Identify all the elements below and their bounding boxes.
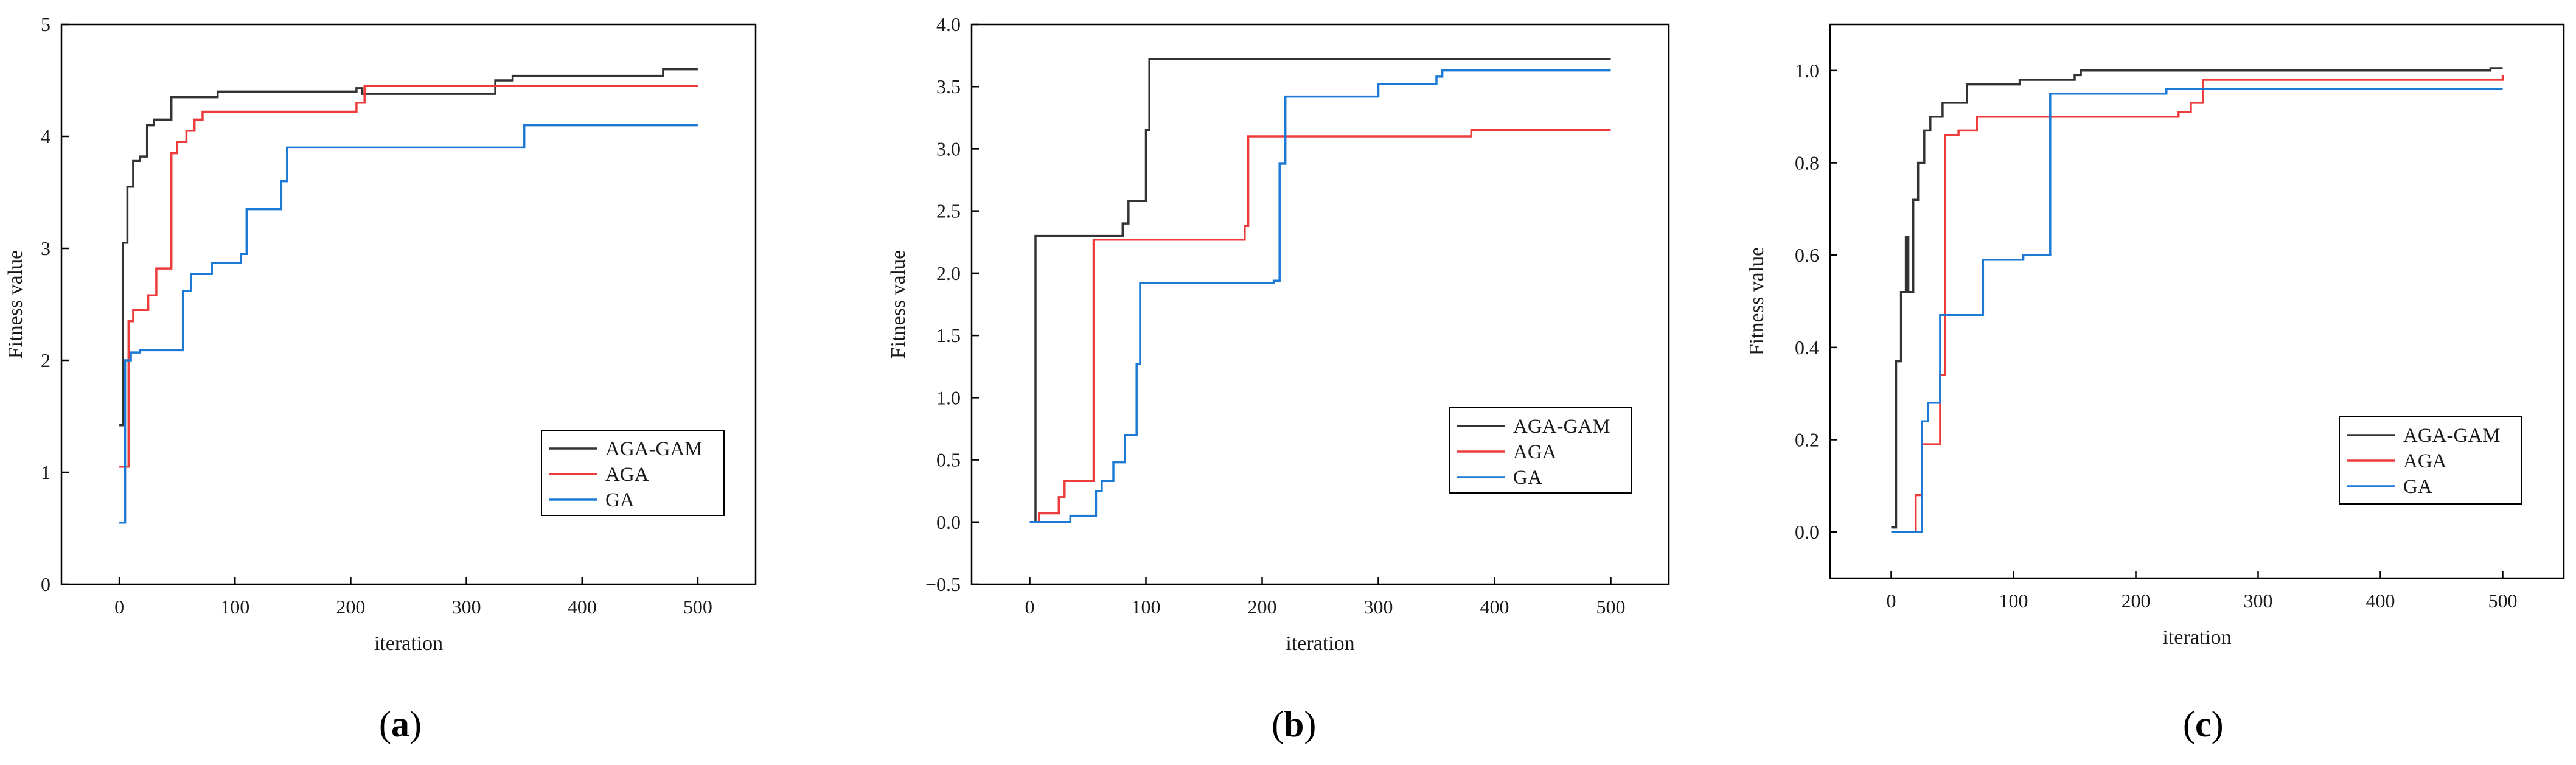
y-tick-label: 3: [41, 237, 50, 259]
chart-panel-b: 0 100 200 300 400 500 −0.5 0.0 0.5 1.0 1.5 2.0 2.5 3.…: [887, 13, 1670, 744]
y-tick-label: 2.0: [936, 262, 961, 284]
y-tick-label: 3.0: [936, 138, 961, 159]
y-tick-label: 1.0: [936, 386, 961, 408]
y-tick-label: 0.8: [1795, 152, 1819, 174]
x-tick-label: 100: [1132, 596, 1161, 618]
x-tick-label: 100: [220, 596, 249, 618]
legend: AGA-GAM AGA GA: [2339, 416, 2522, 505]
plot-frame: [970, 23, 1670, 585]
panel-label-paren: ): [1304, 704, 1316, 744]
x-tick-label: 300: [452, 596, 481, 618]
y-tick-label: 0.0: [936, 511, 961, 533]
panel-label-paren: (: [379, 704, 391, 744]
y-tick-label: 0.0: [1795, 521, 1819, 543]
x-tick-label: 300: [1364, 596, 1393, 618]
x-tick-label: 200: [2122, 590, 2151, 612]
series-line-ga: [119, 124, 698, 524]
y-tick-label: 0.4: [1795, 337, 1819, 358]
y-tick-label: −0.5: [925, 573, 961, 595]
y-tick-label: 1.0: [1795, 60, 1819, 82]
series-line-ga: [1029, 69, 1611, 523]
y-tick-label: 0.6: [1795, 244, 1819, 266]
y-tick-label: 5: [41, 13, 50, 35]
x-tick-label: 0: [1025, 596, 1035, 618]
panel-label-letter: c: [2195, 704, 2212, 744]
panel-label-paren: ): [2212, 704, 2224, 744]
legend-box: [1449, 407, 1632, 494]
x-tick-label: 0: [1887, 590, 1896, 612]
panel-label-paren: (: [2183, 704, 2195, 744]
y-tick-label: 2.5: [936, 200, 961, 222]
legend: AGA-GAM AGA GA: [1449, 407, 1632, 494]
panel-label: (b): [1272, 704, 1316, 744]
y-tick-label: 4.0: [936, 13, 961, 35]
panel-label-paren: (: [1272, 704, 1284, 744]
legend-label: GA: [1513, 467, 1542, 489]
y-tick-label: 4: [41, 125, 50, 147]
x-axis-title: iteration: [374, 632, 443, 655]
y-tick-label: 1.5: [936, 324, 961, 346]
plot-frame: [60, 23, 757, 585]
y-tick-label: 0.2: [1795, 429, 1819, 451]
y-axis-title: Fitness value: [4, 250, 27, 358]
legend-label: GA: [605, 489, 635, 511]
legend-label: AGA: [605, 464, 649, 486]
y-axis-title: Fitness value: [887, 250, 910, 358]
x-tick-label: 400: [2366, 590, 2395, 612]
series-line-aga: [1029, 129, 1611, 523]
x-tick-label: 300: [2244, 590, 2273, 612]
series-line-ga: [1891, 88, 2503, 533]
chart-panel-a: 0 100 200 300 400 500 0 1 2 3 4 5 iteration Fitness v…: [4, 13, 757, 744]
legend-label: AGA: [2403, 450, 2447, 472]
legend-label: AGA: [1513, 441, 1557, 463]
legend: AGA-GAM AGA GA: [541, 430, 725, 516]
chart-panel-c: 0 100 200 300 400 500 0.0 0.2 0.4 0.6 0.8 1.0 iterat…: [1746, 23, 2565, 744]
panel-label: (c): [2183, 704, 2224, 744]
y-tick-label: 0.5: [936, 449, 961, 471]
x-axis-title: iteration: [1286, 632, 1354, 655]
legend-label: GA: [2403, 476, 2432, 498]
y-tick-label: 0: [41, 573, 50, 595]
x-tick-label: 400: [1480, 596, 1509, 618]
series-line-aga-gam: [1029, 58, 1611, 523]
x-tick-label: 0: [114, 596, 124, 618]
legend-label: AGA-GAM: [2403, 425, 2501, 447]
series-line-aga: [119, 85, 698, 468]
series-line-aga-gam: [119, 68, 698, 427]
panel-label-letter: a: [391, 704, 409, 744]
plot-frame: [1829, 23, 2565, 579]
x-tick-label: 100: [1999, 590, 2028, 612]
panel-label: (a): [379, 704, 422, 744]
x-tick-label: 500: [2488, 590, 2518, 612]
y-tick-label: 3.5: [936, 75, 961, 97]
y-axis-title: Fitness value: [1746, 247, 1768, 355]
y-tick-label: 2: [41, 349, 50, 371]
panel-label-letter: b: [1284, 704, 1304, 744]
panel-label-paren: ): [409, 704, 422, 744]
series-line-aga-gam: [1891, 67, 2503, 529]
y-tick-label: 1: [41, 461, 50, 483]
x-tick-label: 400: [568, 596, 597, 618]
legend-label: AGA-GAM: [1513, 416, 1610, 438]
x-tick-label: 500: [1596, 596, 1626, 618]
legend-box: [541, 430, 725, 516]
x-tick-label: 200: [1248, 596, 1277, 618]
x-axis-title: iteration: [2162, 626, 2231, 649]
legend-label: AGA-GAM: [605, 438, 703, 460]
x-tick-label: 200: [336, 596, 365, 618]
x-tick-label: 500: [683, 596, 712, 618]
